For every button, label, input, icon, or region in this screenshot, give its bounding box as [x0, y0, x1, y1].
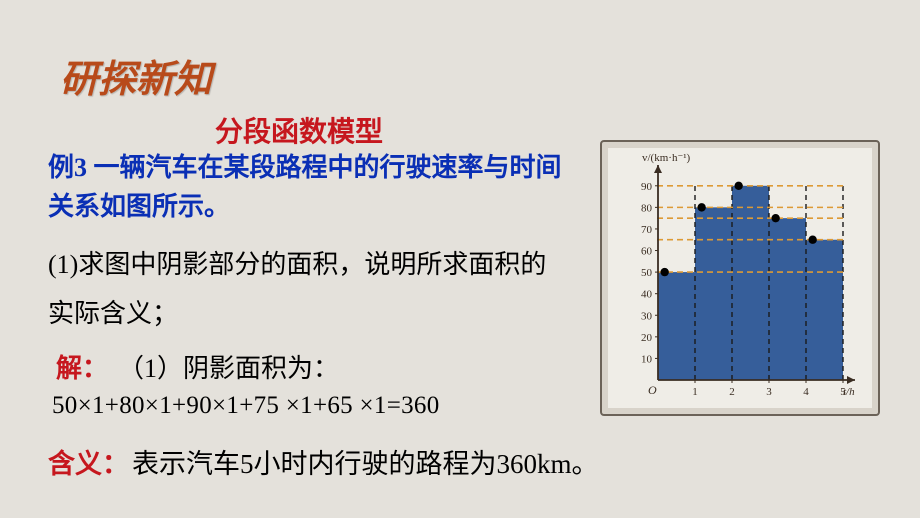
subtitle: 分段函数模型: [215, 110, 383, 150]
chart-container: 10203040506070809012345Ov/(km·h⁻¹)t/h: [600, 140, 880, 416]
svg-text:t/h: t/h: [843, 386, 855, 398]
speed-time-chart: 10203040506070809012345Ov/(km·h⁻¹)t/h: [608, 148, 872, 408]
example-body: 一辆汽车在某段路程中的行驶速率与时间关系如图所示。: [48, 153, 562, 221]
example-label: 例3: [48, 153, 87, 182]
svg-text:80: 80: [641, 202, 653, 214]
svg-text:30: 30: [641, 310, 653, 322]
svg-text:50: 50: [641, 267, 653, 279]
svg-text:10: 10: [641, 353, 653, 365]
section-heading: 研探新知: [60, 48, 212, 103]
svg-text:2: 2: [729, 386, 735, 398]
svg-text:v/(km·h⁻¹): v/(km·h⁻¹): [642, 152, 691, 164]
svg-text:3: 3: [766, 386, 772, 398]
solution-body: （1）阴影面积为：: [118, 348, 339, 385]
svg-text:40: 40: [641, 289, 653, 301]
example-text: 例3 一辆汽车在某段路程中的行驶速率与时间关系如图所示。: [48, 148, 568, 226]
question-1: (1)求图中阴影部分的面积，说明所求面积的实际含义；: [48, 240, 568, 339]
equation-text: 50×1+80×1+90×1+75 ×1+65 ×1=360: [52, 392, 440, 420]
meaning-label: 含义：: [48, 442, 129, 481]
svg-text:O: O: [648, 383, 657, 397]
svg-text:1: 1: [692, 386, 698, 398]
meaning-body: 表示汽车5小时内行驶的路程为360km。: [132, 442, 599, 481]
svg-text:20: 20: [641, 332, 653, 344]
svg-text:4: 4: [803, 386, 809, 398]
solution-label: 解：: [56, 348, 108, 385]
svg-text:60: 60: [641, 246, 653, 258]
svg-text:70: 70: [641, 224, 653, 236]
svg-text:90: 90: [641, 181, 653, 193]
